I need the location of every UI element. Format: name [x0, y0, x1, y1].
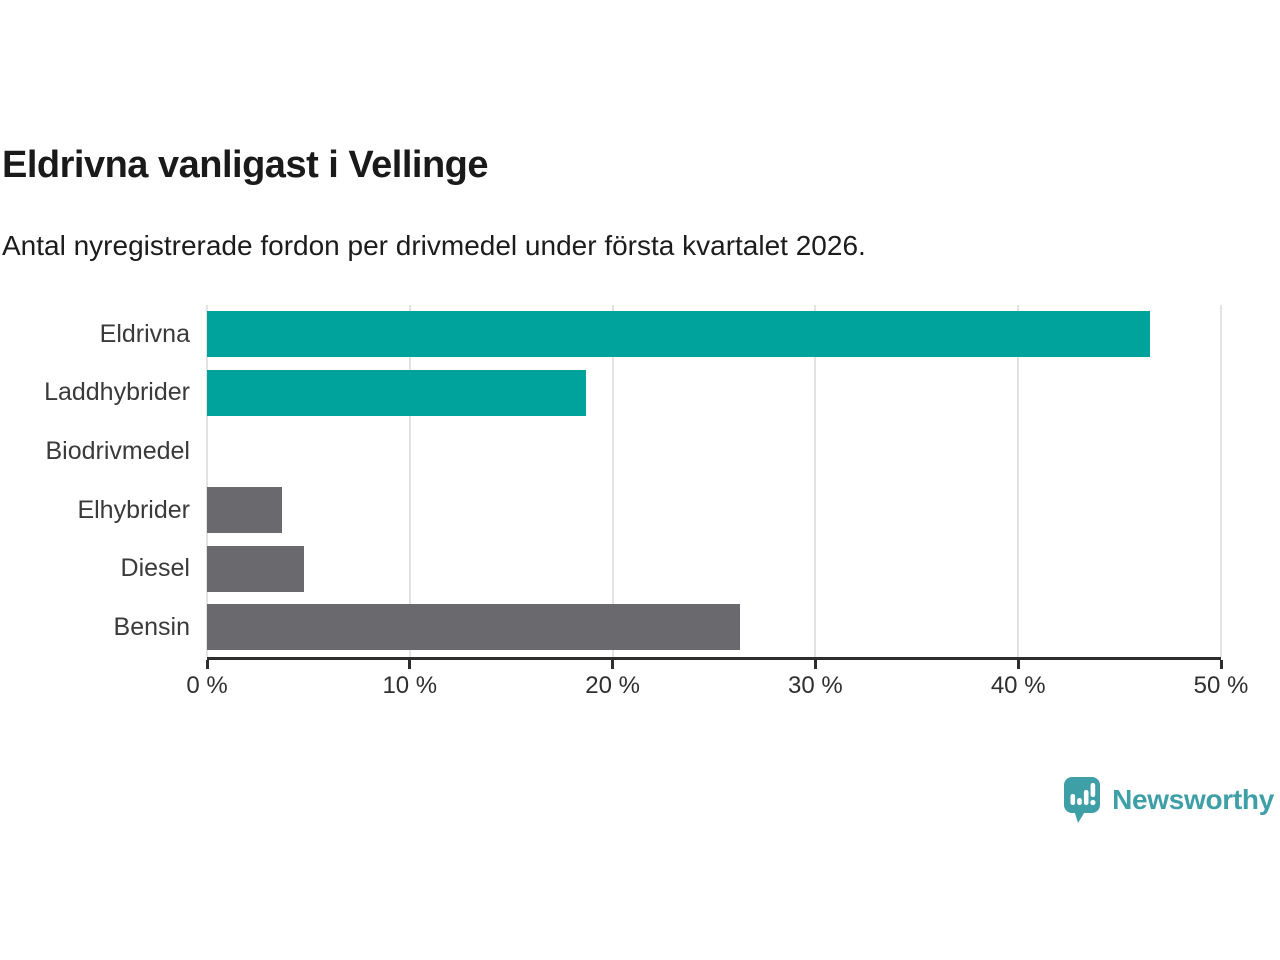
gridline — [814, 305, 817, 657]
newsworthy-logo-text: Newsworthy — [1112, 784, 1274, 815]
chart-subtitle: Antal nyregistrerade fordon per drivmede… — [2, 230, 866, 261]
category-label-biodrivmedel: Biodrivmedel — [45, 437, 190, 466]
category-label-bensin: Bensin — [113, 613, 190, 642]
bar-diesel — [207, 545, 305, 592]
x-tick-label: 20 % — [585, 672, 640, 699]
category-label-diesel: Diesel — [120, 554, 190, 583]
x-tick-label: 10 % — [382, 672, 438, 699]
plot-area — [206, 305, 1222, 660]
gridline — [1017, 305, 1020, 657]
x-axis-tick — [1016, 660, 1020, 669]
bar-eldrivna — [207, 311, 1151, 357]
category-label-laddhybrider: Laddhybrider — [44, 378, 190, 407]
chart-title: Eldrivna vanligast i Vellinge — [2, 144, 489, 186]
gridline — [1220, 305, 1222, 657]
x-axis-tick — [813, 660, 817, 669]
bar-laddhybrider — [207, 369, 587, 416]
x-tick-label: 30 % — [788, 672, 843, 699]
gridline — [408, 305, 411, 657]
x-axis-tick — [1219, 660, 1223, 669]
category-label-eldrivna: Eldrivna — [99, 319, 190, 348]
gridline — [206, 305, 208, 657]
x-axis: 0 % 10 % 20 % 30 % 40 % 50 % — [186, 660, 1248, 710]
bar-elhybrider — [207, 487, 283, 533]
x-tick-label: 50 % — [1193, 672, 1249, 699]
x-axis-tick — [611, 660, 615, 669]
newsworthy-logo: Newsworthy — [1063, 776, 1274, 824]
category-label-elhybrider: Elhybrider — [77, 495, 190, 524]
newsworthy-logo-icon — [1064, 777, 1101, 823]
x-axis-tick — [408, 660, 412, 669]
y-axis-labels: Eldrivna Laddhybrider Biodrivmedel Elhybrid… — [0, 305, 190, 657]
x-tick-label: 0 % — [186, 672, 228, 699]
x-tick-label: 40 % — [990, 672, 1046, 699]
gridline — [611, 305, 614, 657]
bar-bensin — [207, 604, 741, 651]
x-axis-tick — [205, 660, 209, 669]
